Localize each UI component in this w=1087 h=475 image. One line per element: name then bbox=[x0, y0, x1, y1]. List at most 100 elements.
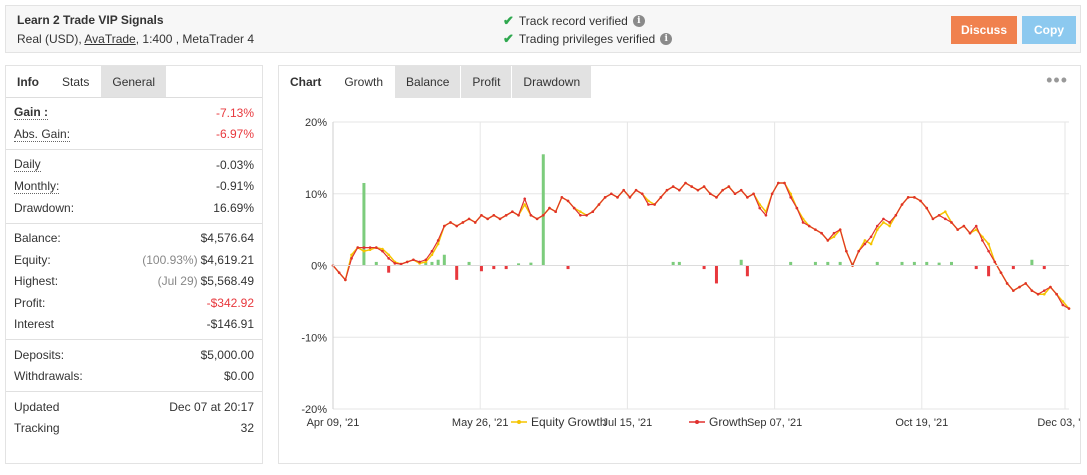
growth-point bbox=[888, 221, 891, 224]
discuss-button[interactable]: Discuss bbox=[951, 16, 1017, 44]
info-icon[interactable]: i bbox=[660, 33, 673, 45]
growth-point bbox=[523, 197, 527, 201]
profit-bar bbox=[789, 261, 793, 266]
growth-point bbox=[1005, 282, 1009, 285]
more-options-icon[interactable]: ••• bbox=[1046, 70, 1068, 90]
equity-percent: (100.93%) bbox=[142, 252, 198, 267]
growth-point bbox=[795, 206, 799, 210]
growth-point bbox=[777, 181, 780, 185]
growth-point bbox=[486, 217, 489, 221]
balance-value: $4,576.64 bbox=[200, 231, 254, 246]
deposit-group: Deposits: $5,000.00 Withdrawals: $0.00 bbox=[6, 340, 262, 392]
growth-point bbox=[913, 196, 916, 199]
tracking-group: Updated Dec 07 at 20:17 Tracking 32 bbox=[6, 392, 262, 443]
abs-gain-label[interactable]: Abs. Gain: bbox=[14, 126, 71, 142]
stat-row-interest: Interest -$146.91 bbox=[6, 314, 262, 336]
broker-link[interactable]: AvaTrade bbox=[84, 32, 136, 46]
gain-label[interactable]: Gain : bbox=[14, 105, 49, 121]
tab-info[interactable]: Info bbox=[6, 66, 51, 97]
loss-bar bbox=[702, 265, 706, 270]
tab-drawdown[interactable]: Drawdown bbox=[512, 66, 593, 98]
abs-gain-value: -6.97% bbox=[215, 127, 254, 142]
stats-panel: Info Stats General Gain : -7.13% Abs. Ga… bbox=[5, 65, 263, 464]
tab-general[interactable]: General bbox=[101, 66, 168, 97]
daily-value: -0.03% bbox=[215, 157, 254, 172]
stat-row-equity: Equity: (100.93%) $4,619.21 bbox=[6, 249, 262, 271]
profit-bar bbox=[937, 262, 941, 266]
growth-point bbox=[950, 221, 953, 224]
profit-bar bbox=[442, 254, 446, 266]
legend-growth-label[interactable]: Growth bbox=[709, 415, 748, 429]
growth-point bbox=[480, 213, 483, 217]
growth-point bbox=[708, 192, 712, 196]
growth-point bbox=[826, 239, 830, 242]
growth-point bbox=[981, 239, 984, 242]
x-tick-label: Jul 15, '21 bbox=[602, 417, 652, 429]
profit-bar bbox=[1030, 259, 1034, 266]
balance-label: Balance: bbox=[14, 231, 61, 246]
loss-bar bbox=[974, 265, 978, 270]
tab-balance[interactable]: Balance bbox=[395, 66, 462, 98]
info-icon[interactable]: i bbox=[632, 15, 645, 27]
equity-point bbox=[944, 210, 947, 213]
updated-value: Dec 07 at 20:17 bbox=[169, 399, 254, 414]
growth-point bbox=[356, 246, 360, 249]
stat-row-withdrawals: Withdrawals: $0.00 bbox=[6, 366, 262, 388]
legend-equity-label[interactable]: Equity Growth bbox=[531, 415, 606, 429]
growth-point bbox=[529, 213, 533, 217]
chart-panel: Chart Growth Balance Profit Drawdown •••… bbox=[278, 65, 1081, 464]
growth-point bbox=[517, 213, 520, 217]
tracking-label: Tracking bbox=[14, 421, 60, 436]
growth-point bbox=[807, 224, 811, 228]
growth-point bbox=[801, 221, 805, 224]
growth-point bbox=[1012, 289, 1015, 292]
equity-value: $4,619.21 bbox=[200, 252, 254, 267]
growth-point bbox=[875, 224, 879, 228]
growth-point bbox=[418, 260, 421, 264]
loss-bar bbox=[745, 265, 749, 277]
tab-stats[interactable]: Stats bbox=[51, 66, 102, 97]
profit-bar bbox=[517, 263, 521, 266]
x-tick-label: May 26, '21 bbox=[452, 417, 509, 429]
legend-growth-marker bbox=[695, 420, 699, 424]
equity-point bbox=[987, 242, 990, 246]
growth-point bbox=[944, 217, 947, 221]
deposits-value: $5,000.00 bbox=[200, 347, 254, 362]
monthly-label[interactable]: Monthly: bbox=[14, 178, 60, 194]
leverage-platform: , 1:400 , MetaTrader 4 bbox=[135, 32, 255, 46]
line-layer bbox=[331, 181, 1071, 310]
loss-bar bbox=[455, 265, 459, 280]
equity-point bbox=[523, 203, 527, 206]
growth-point bbox=[443, 224, 446, 228]
equity-value-wrap: (100.93%) $4,619.21 bbox=[142, 253, 254, 267]
tab-growth[interactable]: Growth bbox=[333, 66, 396, 98]
growth-point bbox=[894, 213, 898, 217]
stat-row-drawdown: Drawdown: 16.69% bbox=[6, 197, 262, 219]
daily-label[interactable]: Daily bbox=[14, 157, 41, 173]
growth-point bbox=[764, 213, 768, 217]
growth-point bbox=[603, 196, 607, 199]
growth-point bbox=[814, 228, 817, 231]
growth-point bbox=[715, 196, 718, 199]
growth-point bbox=[993, 260, 997, 264]
interest-value: -$146.91 bbox=[206, 317, 254, 332]
stat-row-abs-gain: Abs. Gain: -6.97% bbox=[6, 124, 262, 146]
growth-point bbox=[919, 199, 922, 203]
growth-point bbox=[498, 217, 502, 221]
growth-point bbox=[752, 192, 755, 196]
profit-bar bbox=[467, 261, 471, 266]
growth-point bbox=[640, 192, 644, 196]
growth-point bbox=[362, 246, 366, 249]
x-tick-label: Sep 07, '21 bbox=[747, 417, 802, 429]
check-icon: ✔ bbox=[503, 31, 514, 46]
equity-point bbox=[1061, 300, 1065, 303]
y-tick-label: 10% bbox=[305, 189, 327, 201]
growth-point bbox=[974, 224, 978, 228]
stat-row-balance: Balance: $4,576.64 bbox=[6, 228, 262, 250]
growth-point bbox=[436, 239, 440, 242]
tab-profit[interactable]: Profit bbox=[461, 66, 513, 98]
legend-equity-marker bbox=[517, 420, 521, 424]
growth-point bbox=[634, 188, 638, 192]
copy-button[interactable]: Copy bbox=[1022, 16, 1076, 44]
profit-bar bbox=[374, 261, 378, 266]
